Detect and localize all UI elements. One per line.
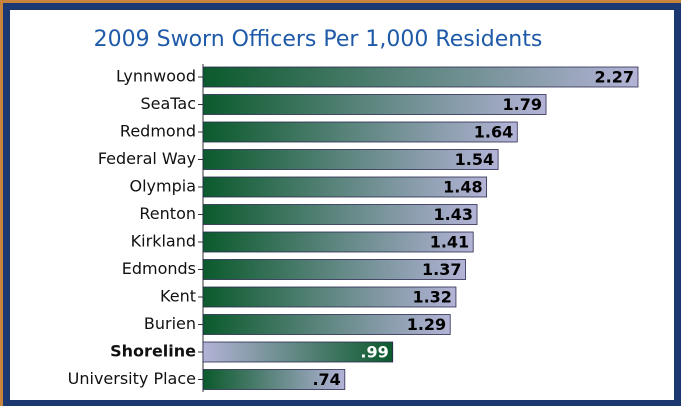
bar	[202, 341, 394, 363]
value-label: 1.37	[422, 260, 461, 279]
bar	[202, 204, 478, 225]
bar	[202, 176, 488, 198]
value-label: 1.41	[430, 233, 469, 252]
value-label: 1.79	[503, 95, 542, 114]
bar	[202, 231, 474, 253]
y-tick-label: Federal Way	[98, 149, 196, 168]
y-tick-label: Lynnwood	[116, 67, 196, 86]
value-label: 1.54	[455, 150, 494, 169]
bar	[202, 66, 639, 88]
bar	[202, 369, 346, 390]
value-label: .99	[360, 343, 388, 362]
y-tick-label: Shoreline	[110, 342, 196, 361]
value-label: 1.32	[412, 288, 451, 307]
bar	[202, 286, 457, 308]
bar	[202, 94, 547, 115]
y-tick-label: Redmond	[120, 122, 196, 141]
chart-title: 2009 Sworn Officers Per 1,000 Residents	[94, 27, 543, 52]
value-label: 1.64	[474, 123, 513, 142]
y-tick-label: University Place	[68, 369, 196, 388]
value-label: 1.43	[434, 205, 473, 224]
y-tick-label: Renton	[139, 204, 196, 223]
bar	[202, 149, 499, 170]
value-label: .74	[312, 370, 340, 389]
value-label: 2.27	[595, 68, 634, 87]
y-tick-label: Burien	[144, 314, 196, 333]
y-tick-label: Kent	[160, 287, 196, 306]
bar	[202, 314, 451, 335]
y-tick-label: Olympia	[130, 177, 197, 196]
y-tick-label: SeaTac	[140, 94, 196, 113]
value-label: 1.48	[443, 178, 482, 197]
value-label: 1.29	[407, 315, 446, 334]
bar	[202, 259, 466, 280]
bar	[202, 121, 518, 143]
y-tick-label: Kirkland	[131, 232, 196, 251]
y-tick-label: Edmonds	[122, 259, 196, 278]
